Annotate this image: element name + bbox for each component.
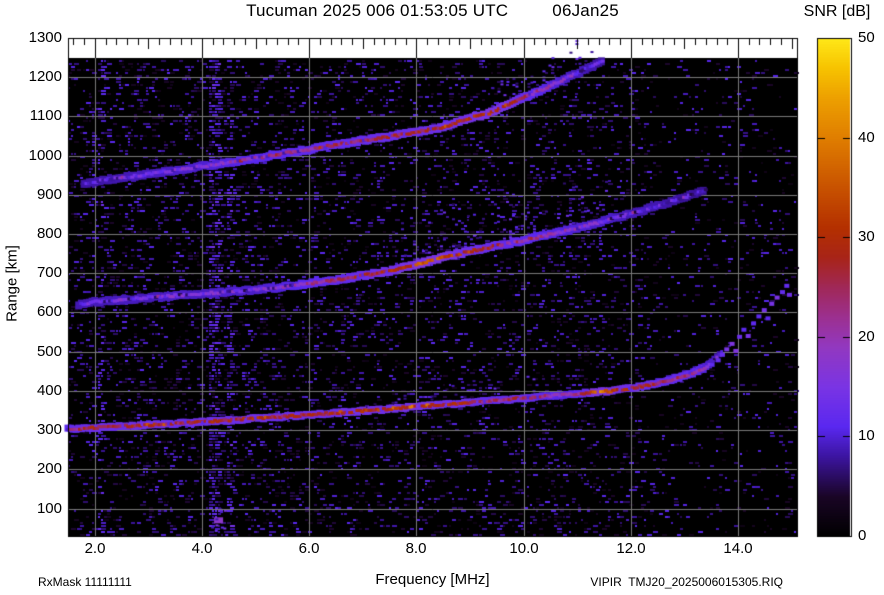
colorbar-tick-label: 20 bbox=[858, 328, 875, 345]
y-tick-label: 200 bbox=[36, 460, 62, 477]
data-file-name: VIPIR TMJ20_2025006015305.RIQ bbox=[590, 575, 783, 589]
x-axis-title: Frequency [MHz] bbox=[375, 571, 490, 588]
colorbar-title: SNR [dB] bbox=[803, 3, 871, 20]
y-tick-label: 600 bbox=[36, 303, 62, 320]
x-tick-label: 10.0 bbox=[509, 540, 539, 557]
x-tick-label: 4.0 bbox=[191, 540, 213, 557]
y-tick-label: 400 bbox=[36, 382, 62, 399]
page-title: Tucuman 2025 006 01:53:05 UTC 06Jan25 bbox=[68, 1, 797, 21]
x-tick-label: 8.0 bbox=[405, 540, 427, 557]
x-tick-label: 6.0 bbox=[298, 540, 320, 557]
y-tick-label: 1100 bbox=[29, 107, 62, 124]
y-tick-label: 800 bbox=[36, 225, 62, 242]
x-tick-label: 14.0 bbox=[723, 540, 753, 557]
x-tick-label: 2.0 bbox=[84, 540, 106, 557]
rxmask-text: RxMask 11111111 bbox=[38, 575, 132, 589]
colorbar-tick-label: 40 bbox=[858, 129, 875, 146]
y-tick-label: 300 bbox=[36, 421, 62, 438]
colorbar-tick-label: 10 bbox=[858, 427, 875, 444]
title-date: 06Jan25 bbox=[552, 1, 619, 20]
y-tick-label: 100 bbox=[36, 500, 62, 517]
y-tick-label: 500 bbox=[36, 343, 62, 360]
title-station-time: Tucuman 2025 006 01:53:05 UTC bbox=[246, 1, 509, 20]
colorbar-tick-label: 0 bbox=[858, 527, 867, 544]
y-tick-label: 700 bbox=[36, 264, 62, 281]
colorbar-tick-label: 30 bbox=[858, 228, 875, 245]
colorbar-tick-label: 50 bbox=[858, 29, 875, 46]
y-tick-label: 900 bbox=[36, 186, 62, 203]
y-tick-label: 1200 bbox=[28, 68, 62, 85]
x-tick-label: 12.0 bbox=[616, 540, 646, 557]
y-tick-label: 1000 bbox=[28, 147, 62, 164]
y-tick-label: 1300 bbox=[28, 29, 62, 46]
